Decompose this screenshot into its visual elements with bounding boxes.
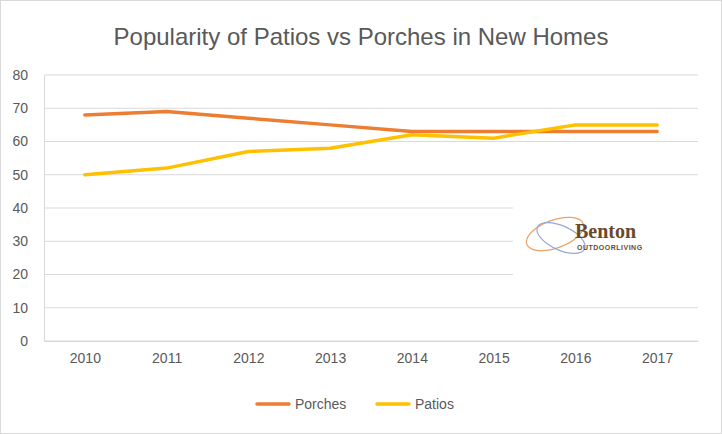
logo: Benton OUTDOORLIVING bbox=[513, 194, 703, 276]
y-tick-label: 50 bbox=[12, 167, 28, 183]
y-tick-label: 60 bbox=[12, 133, 28, 149]
y-tick: 30 bbox=[12, 233, 44, 249]
y-tick: 0 bbox=[20, 333, 44, 349]
y-tick-label: 80 bbox=[12, 67, 28, 83]
plot: Benton OUTDOORLIVING 0 10 20 30 40 50 60 70 80 2010… bbox=[12, 67, 703, 366]
y-tick-label: 20 bbox=[12, 266, 28, 282]
x-tick-label: 2015 bbox=[479, 350, 510, 366]
grid-line bbox=[44, 341, 698, 342]
y-tick: 80 bbox=[12, 67, 44, 83]
x-tick: 2014 bbox=[397, 341, 428, 366]
x-tick: 2017 bbox=[642, 341, 673, 366]
y-tick-label: 40 bbox=[12, 200, 28, 216]
x-tick-label: 2010 bbox=[70, 350, 101, 366]
legend-item: Patios bbox=[377, 396, 454, 412]
y-tick: 60 bbox=[12, 133, 44, 149]
y-tick-label: 70 bbox=[12, 100, 28, 116]
logo-text: Benton bbox=[575, 220, 636, 242]
x-tick-label: 2012 bbox=[233, 350, 264, 366]
legend-swatch bbox=[257, 402, 289, 406]
y-tick: 70 bbox=[12, 100, 44, 116]
y-tick: 40 bbox=[12, 200, 44, 216]
x-tick-label: 2011 bbox=[152, 350, 182, 366]
grid-line bbox=[44, 75, 698, 76]
y-tick-label: 0 bbox=[20, 333, 28, 349]
logo-subtext: OUTDOORLIVING bbox=[577, 244, 643, 251]
legend-label: Porches bbox=[295, 396, 346, 412]
x-tick: 2010 bbox=[70, 341, 101, 366]
x-axis: 2010 2011 2012 2013 2014 2015 2016 2017 bbox=[45, 341, 699, 366]
legend-item: Porches bbox=[257, 396, 346, 412]
title: Popularity of Patios vs Porches in New H… bbox=[114, 23, 609, 50]
x-tick: 2011 bbox=[152, 341, 182, 366]
series-group bbox=[85, 112, 657, 175]
legend: Porches Patios bbox=[257, 396, 454, 412]
x-tick-label: 2013 bbox=[315, 350, 346, 366]
x-tick: 2015 bbox=[479, 341, 510, 366]
x-tick-label: 2016 bbox=[560, 350, 591, 366]
x-tick-label: 2017 bbox=[642, 350, 673, 366]
y-tick: 10 bbox=[12, 300, 44, 316]
x-tick: 2012 bbox=[233, 341, 264, 366]
logo-background bbox=[513, 194, 703, 276]
y-tick-label: 10 bbox=[12, 300, 28, 316]
chart: Popularity of Patios vs Porches in New H… bbox=[0, 0, 722, 434]
y-tick-label: 30 bbox=[12, 233, 28, 249]
y-tick: 50 bbox=[12, 167, 44, 183]
grid-line bbox=[44, 174, 698, 175]
x-tick: 2013 bbox=[315, 341, 346, 366]
y-axis: 0 10 20 30 40 50 60 70 80 bbox=[12, 67, 44, 349]
series-line bbox=[85, 112, 657, 132]
grid-line bbox=[44, 108, 698, 109]
legend-label: Patios bbox=[415, 396, 454, 412]
background bbox=[1, 1, 722, 434]
series-line bbox=[85, 125, 657, 175]
x-axis-line bbox=[45, 341, 699, 342]
legend-swatch bbox=[377, 402, 409, 406]
y-axis-line bbox=[44, 76, 45, 342]
grid-line bbox=[44, 307, 698, 308]
x-tick-label: 2014 bbox=[397, 350, 428, 366]
y-tick: 20 bbox=[12, 266, 44, 282]
x-tick: 2016 bbox=[560, 341, 591, 366]
